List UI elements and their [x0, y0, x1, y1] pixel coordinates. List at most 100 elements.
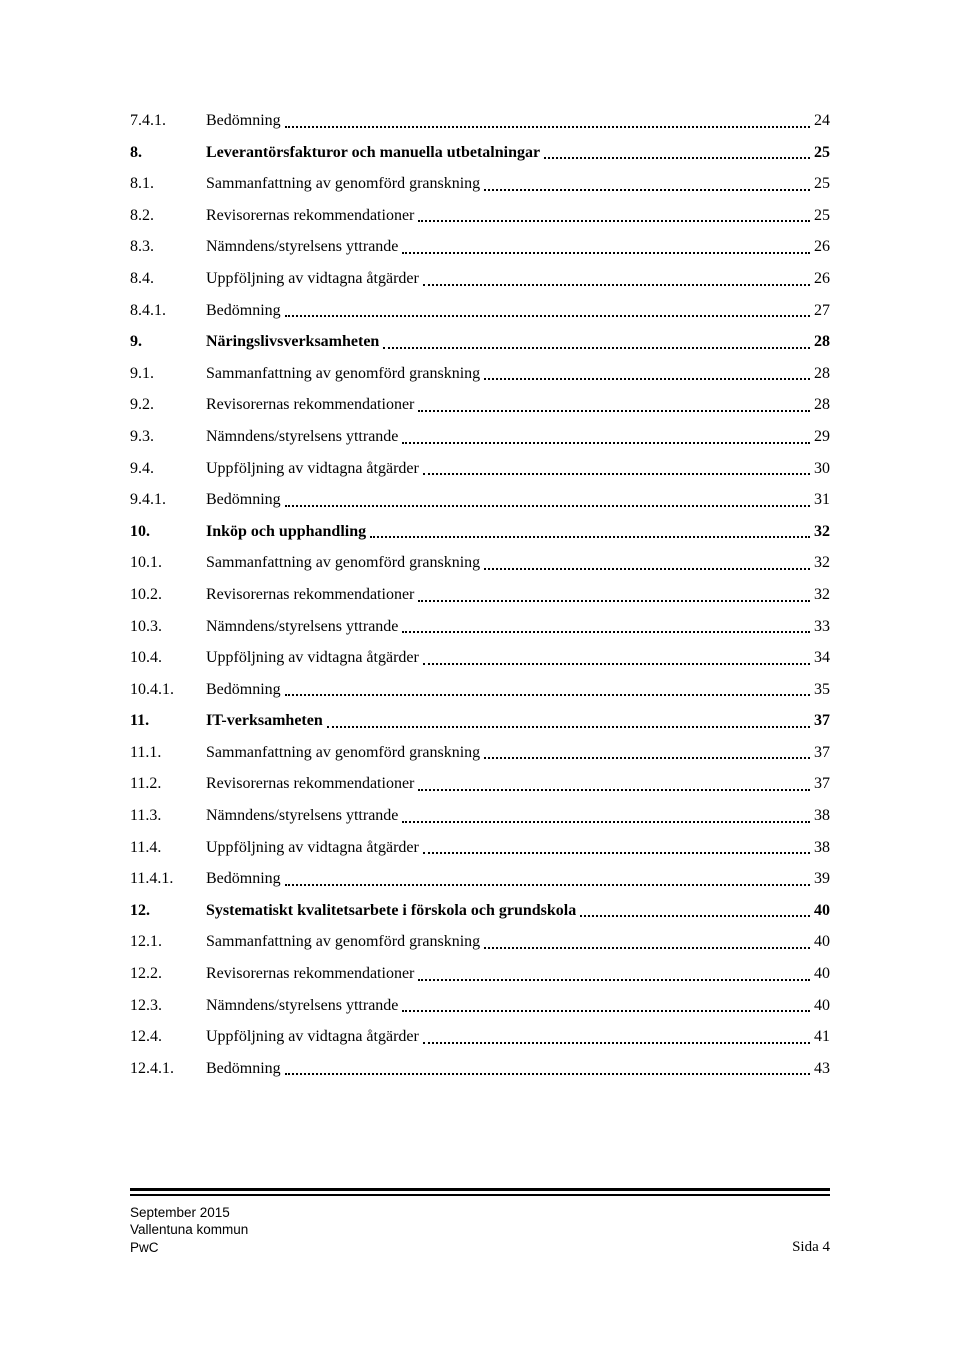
toc-title: Bedömning [206, 110, 281, 132]
toc-page: 41 [814, 1026, 830, 1048]
toc-number: 11. [130, 710, 206, 732]
toc-entry: Bedömning27 [206, 300, 830, 322]
toc-row: 11.4.1.Bedömning39 [130, 868, 830, 890]
toc-row: 12.Systematiskt kvalitetsarbete i försko… [130, 900, 830, 922]
toc-leader [423, 268, 810, 286]
toc-title: Nämndens/styrelsens yttrande [206, 426, 398, 448]
toc-page: 29 [814, 426, 830, 448]
toc-leader [402, 805, 810, 823]
toc-entry: Bedömning31 [206, 489, 830, 511]
toc-page: 28 [814, 394, 830, 416]
toc-leader [418, 773, 810, 791]
toc-number: 8.4.1. [130, 300, 206, 322]
toc-entry: Nämndens/styrelsens yttrande33 [206, 616, 830, 638]
toc-leader [402, 426, 810, 444]
toc-page: 37 [814, 710, 830, 732]
toc-entry: Uppföljning av vidtagna åtgärder 41 [206, 1026, 830, 1048]
toc-entry: Bedömning43 [206, 1058, 830, 1080]
toc-entry: Sammanfattning av genomförd granskning28 [206, 363, 830, 385]
toc-title: Bedömning [206, 679, 281, 701]
toc-leader [285, 868, 810, 886]
toc-title: Uppföljning av vidtagna åtgärder [206, 1026, 419, 1048]
toc-leader [383, 331, 810, 349]
toc-title: Inköp och upphandling [206, 521, 366, 543]
toc-title: Revisorernas rekommendationer [206, 584, 414, 606]
toc-page: 38 [814, 805, 830, 827]
toc-page: 25 [814, 205, 830, 227]
toc-title: Nämndens/styrelsens yttrande [206, 616, 398, 638]
toc-title: Bedömning [206, 1058, 281, 1080]
toc-number: 9. [130, 331, 206, 353]
toc-leader [484, 742, 810, 760]
toc-leader [370, 521, 810, 539]
toc-number: 10.4. [130, 647, 206, 669]
toc-row: 9.Näringslivsverksamheten28 [130, 331, 830, 353]
toc-number: 11.3. [130, 805, 206, 827]
toc-row: 9.2.Revisorernas rekommendationer28 [130, 394, 830, 416]
toc-number: 9.1. [130, 363, 206, 385]
toc-leader [423, 458, 810, 476]
toc-number: 12.4.1. [130, 1058, 206, 1080]
toc-number: 10.1. [130, 552, 206, 574]
table-of-contents: 7.4.1.Bedömning248.Leverantörsfakturor o… [130, 110, 830, 1089]
toc-number: 9.4.1. [130, 489, 206, 511]
toc-title: Nämndens/styrelsens yttrande [206, 995, 398, 1017]
toc-title: Sammanfattning av genomförd granskning [206, 173, 480, 195]
toc-row: 11.1.Sammanfattning av genomförd granskn… [130, 742, 830, 764]
toc-row: 10.4.1.Bedömning35 [130, 679, 830, 701]
toc-row: 8.2.Revisorernas rekommendationer 25 [130, 205, 830, 227]
footer-page-number: Sida 4 [792, 1239, 830, 1256]
toc-page: 26 [814, 236, 830, 258]
toc-leader [484, 173, 810, 191]
toc-leader [285, 489, 810, 507]
toc-leader [418, 205, 810, 223]
toc-number: 8.1. [130, 173, 206, 195]
toc-title: Revisorernas rekommendationer [206, 773, 414, 795]
toc-leader [327, 710, 810, 728]
toc-leader [423, 647, 810, 665]
toc-row: 9.1.Sammanfattning av genomförd granskni… [130, 363, 830, 385]
toc-page: 27 [814, 300, 830, 322]
toc-entry: Revisorernas rekommendationer 28 [206, 394, 830, 416]
toc-number: 8. [130, 142, 206, 164]
toc-title: Revisorernas rekommendationer [206, 205, 414, 227]
toc-row: 9.4.Uppföljning av vidtagna åtgärder 30 [130, 458, 830, 480]
toc-page: 30 [814, 458, 830, 480]
footer-left: September 2015 Vallentuna kommun PwC [130, 1204, 248, 1257]
toc-page: 28 [814, 363, 830, 385]
toc-leader [402, 616, 810, 634]
toc-leader [423, 837, 810, 855]
toc-entry: Sammanfattning av genomförd granskning37 [206, 742, 830, 764]
toc-page: 32 [814, 584, 830, 606]
toc-number: 9.4. [130, 458, 206, 480]
toc-number: 9.3. [130, 426, 206, 448]
toc-row: 11.3.Nämndens/styrelsens yttrande38 [130, 805, 830, 827]
toc-entry: Uppföljning av vidtagna åtgärder38 [206, 837, 830, 859]
footer-rule-thin [130, 1194, 830, 1196]
toc-number: 8.2. [130, 205, 206, 227]
toc-row: 9.4.1.Bedömning31 [130, 489, 830, 511]
toc-title: Uppföljning av vidtagna åtgärder [206, 268, 419, 290]
toc-leader [285, 1058, 810, 1076]
toc-page: 39 [814, 868, 830, 890]
toc-number: 12.4. [130, 1026, 206, 1048]
toc-number: 12.1. [130, 931, 206, 953]
toc-number: 8.4. [130, 268, 206, 290]
toc-page: 40 [814, 963, 830, 985]
toc-page: 32 [814, 552, 830, 574]
toc-number: 11.2. [130, 773, 206, 795]
toc-page: 25 [814, 173, 830, 195]
toc-row: 7.4.1.Bedömning24 [130, 110, 830, 132]
toc-page: 31 [814, 489, 830, 511]
toc-entry: Revisorernas rekommendationer37 [206, 773, 830, 795]
toc-row: 8.1.Sammanfattning av genomförd granskni… [130, 173, 830, 195]
toc-title: Uppföljning av vidtagna åtgärder [206, 458, 419, 480]
toc-page: 37 [814, 742, 830, 764]
footer-rule-thick [130, 1188, 830, 1191]
toc-entry: Bedömning35 [206, 679, 830, 701]
toc-title: Revisorernas rekommendationer [206, 394, 414, 416]
toc-number: 10. [130, 521, 206, 543]
toc-row: 10.Inköp och upphandling32 [130, 521, 830, 543]
toc-number: 11.4. [130, 837, 206, 859]
toc-row: 8.3.Nämndens/styrelsens yttrande26 [130, 236, 830, 258]
